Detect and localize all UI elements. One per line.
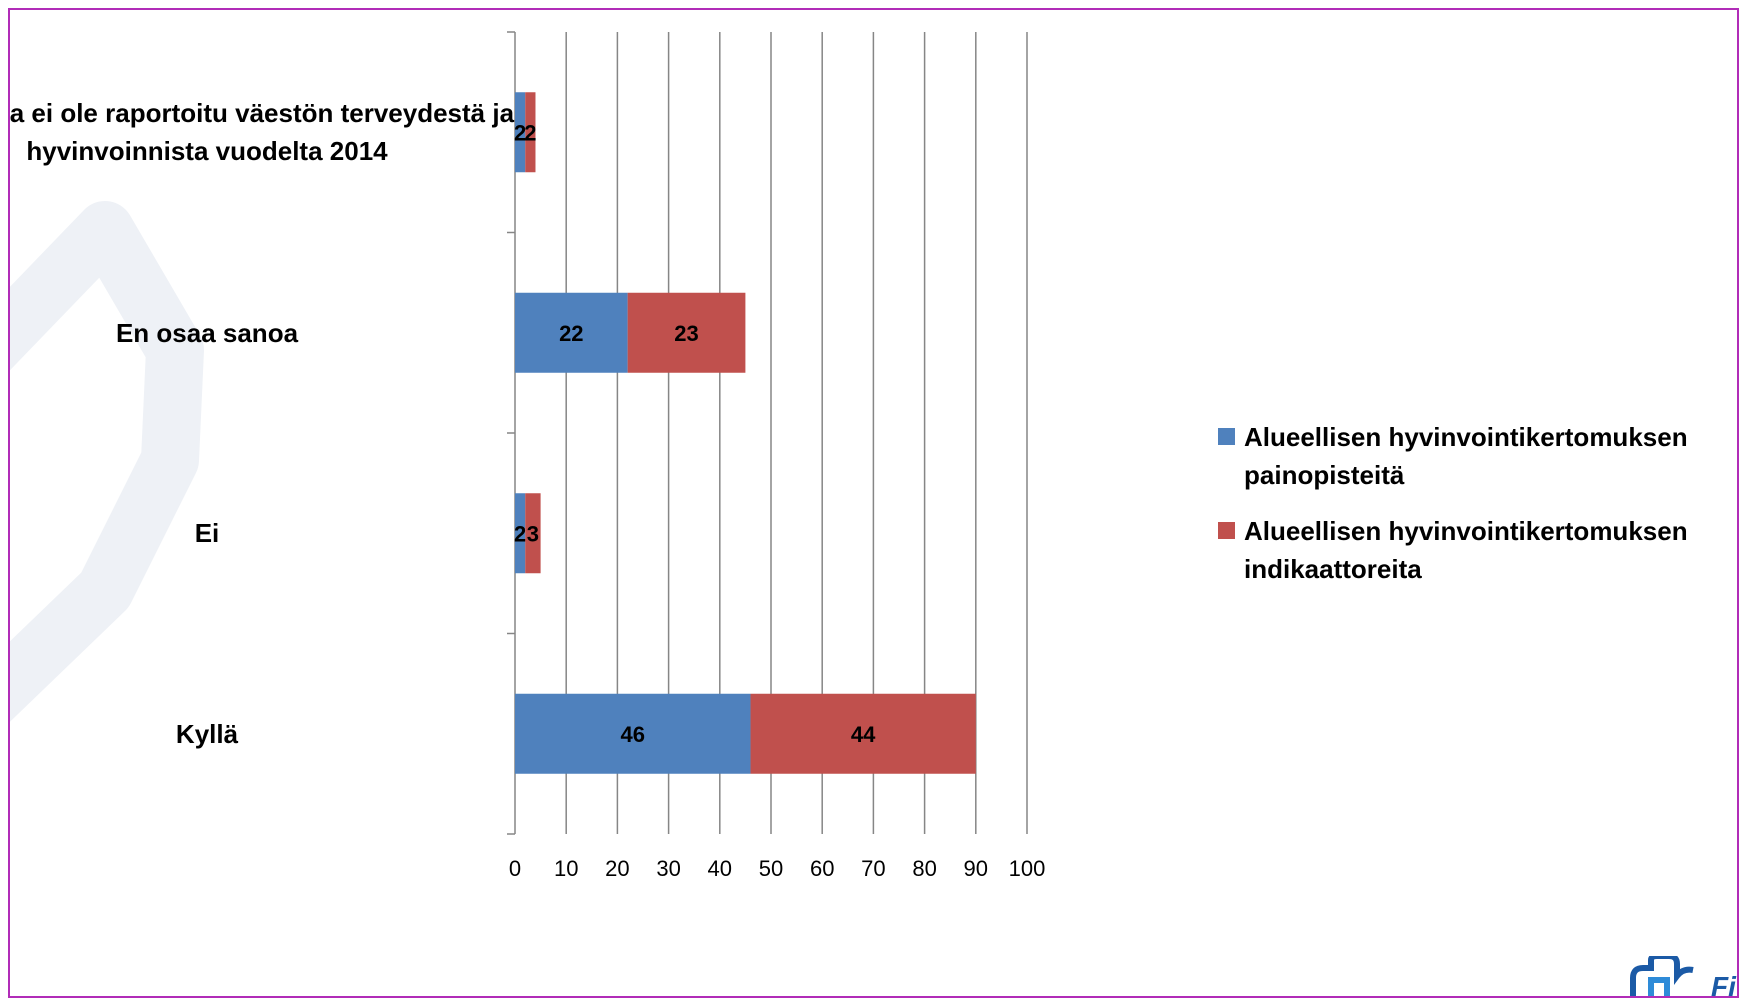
svg-text:Fi: Fi [1711,971,1737,996]
bar-segment [515,92,526,173]
bar-segment [525,92,536,173]
legend-item: Alueellisen hyvinvointikertomuksen paino… [1210,418,1730,494]
data-label: 22 [559,321,583,346]
x-tick-label: 70 [861,856,885,881]
legend: Alueellisen hyvinvointikertomuksen paino… [1210,418,1730,606]
data-label: 46 [621,722,645,747]
x-tick-label: 20 [605,856,629,881]
data-label: 2 [514,120,526,145]
category-label: Kunnassa ei ole raportoitu väestön terve… [9,98,515,167]
legend-label: Alueellisen hyvinvointikertomuksen indik… [1244,516,1688,584]
logo-icon: Fi [1630,956,1737,996]
watermark-shape [10,201,204,722]
bar-segment [515,493,526,574]
bar-segment [525,493,541,574]
x-tick-label: 0 [509,856,521,881]
x-tick-label: 50 [759,856,783,881]
x-tick-label: 100 [1009,856,1046,881]
bar-segment [750,693,976,774]
category-label: En osaa sanoa [115,317,299,348]
legend-swatch-indikaattoreita [1218,522,1235,539]
legend-item: Alueellisen hyvinvointikertomuksen indik… [1210,512,1730,588]
category-label: Ei [194,518,220,549]
x-tick-label: 30 [656,856,680,881]
bar-segment [515,693,751,774]
legend-label: Alueellisen hyvinvointikertomuksen paino… [1244,422,1688,490]
bar-segment [515,292,628,373]
x-tick-label: 40 [708,856,732,881]
x-tick-label: 60 [810,856,834,881]
data-label: 3 [527,521,539,546]
data-label: 2 [514,521,526,546]
x-tick-label: 90 [964,856,988,881]
data-label: 23 [674,321,698,346]
category-label: Kyllä [175,718,239,749]
data-label: 44 [851,722,876,747]
x-tick-label: 80 [912,856,936,881]
data-label: 2 [524,120,536,145]
legend-swatch-painopisteita [1218,428,1235,445]
x-tick-label: 10 [554,856,578,881]
bar-segment [627,292,746,373]
